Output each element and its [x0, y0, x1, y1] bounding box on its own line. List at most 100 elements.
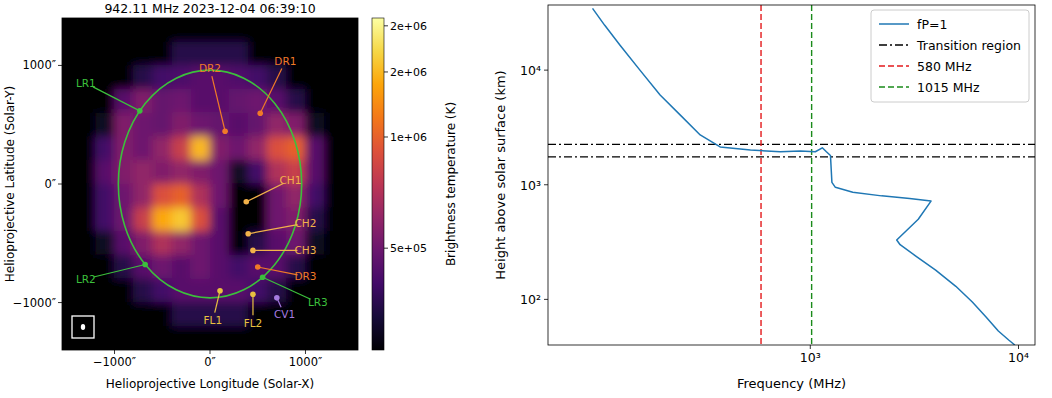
map-cell: [267, 18, 287, 42]
legend-label: Transition region: [916, 38, 1021, 53]
map-cell: [286, 18, 306, 42]
map-cell: [152, 184, 172, 208]
legend-swatch: [879, 23, 909, 25]
legend-box: [871, 10, 1029, 102]
map-cell: [343, 184, 358, 208]
y-tick: [58, 184, 62, 185]
map-cell: [172, 302, 192, 326]
map-cell: [133, 160, 153, 184]
map-cell: [114, 326, 134, 350]
map-cell: [343, 279, 358, 303]
map-cell: [305, 113, 325, 137]
map-cell: [229, 326, 249, 350]
map-cell: [248, 136, 268, 160]
map-frame: [62, 18, 358, 350]
map-cell: [210, 255, 230, 279]
map-cell: [114, 65, 134, 89]
annotation-point: [255, 264, 261, 270]
map-cell: [210, 18, 230, 42]
map-cell: [248, 65, 268, 89]
figure: DR1DR2DR3CH1CH2CH3LR1LR2LR3FL1FL2CV1942.…: [0, 0, 1052, 398]
map-cell: [95, 136, 115, 160]
map-cell: [76, 136, 96, 160]
x-tick: [810, 345, 811, 349]
map-cell: [62, 18, 77, 42]
map-cell: [152, 113, 172, 137]
map-cell: [343, 231, 358, 255]
y-axis-label: Helioprojective Latitude (Solar-Y): [3, 86, 17, 282]
map-cell: [95, 41, 115, 65]
y-tick-label: 10²: [520, 292, 541, 307]
map-cell: [62, 231, 77, 255]
map-cell: [324, 113, 344, 137]
map-cell: [229, 113, 249, 137]
map-cell: [305, 136, 325, 160]
map-cell: [286, 326, 306, 350]
map-cell: [210, 231, 230, 255]
map-cell: [95, 160, 115, 184]
y-tick: [544, 299, 548, 300]
map-cell: [229, 160, 249, 184]
annotation-label: CH1: [279, 174, 301, 186]
legend-label: fP=1: [917, 17, 947, 32]
x-tick-label: 0″: [204, 355, 216, 369]
frequency-line: [760, 5, 761, 345]
map-cell: [62, 160, 77, 184]
map-cell: [133, 302, 153, 326]
map-cell: [305, 65, 325, 89]
map-cell: [248, 207, 268, 231]
map-cell: [229, 184, 249, 208]
map-cell: [114, 136, 134, 160]
map-cell: [267, 65, 287, 89]
map-cell: [62, 302, 77, 326]
annotation-label: DR2: [199, 62, 221, 74]
map-cell: [172, 184, 192, 208]
map-cell: [229, 41, 249, 65]
annotation-label: DR3: [294, 270, 316, 282]
map-cell: [76, 18, 96, 42]
map-cell: [248, 41, 268, 65]
map-cell: [76, 207, 96, 231]
map-cell: [76, 302, 96, 326]
x-tick: [1018, 345, 1019, 349]
map-cell: [191, 160, 211, 184]
annotation-label: CH2: [295, 217, 317, 229]
map-cell: [152, 65, 172, 89]
limb-circle: [118, 70, 301, 298]
beam-box: [72, 316, 94, 338]
colorbar-tick: [384, 136, 388, 137]
map-cell: [62, 255, 77, 279]
map-cell: [343, 113, 358, 137]
map-cell: [76, 113, 96, 137]
annotation-arrow: [93, 87, 140, 111]
map-cell: [62, 113, 77, 137]
map-cell: [62, 89, 77, 113]
annotation-arrow: [215, 291, 220, 313]
map-cell: [343, 89, 358, 113]
map-cell: [210, 113, 230, 137]
legend-swatch: [879, 86, 909, 88]
map-cell: [152, 18, 172, 42]
annotations: DR1DR2DR3CH1CH2CH3LR1LR2LR3FL1FL2CV1: [76, 55, 328, 329]
x-tick-label: 1000″: [289, 355, 323, 369]
map-cell: [133, 136, 153, 160]
map-cell: [95, 302, 115, 326]
map-cell: [114, 279, 134, 303]
map-cell: [62, 65, 77, 89]
map-cell: [267, 255, 287, 279]
map-cell: [248, 326, 268, 350]
map-cell: [152, 326, 172, 350]
annotation-arrow: [260, 69, 282, 114]
annotation-label: FL1: [204, 314, 223, 326]
annotation-label: CH3: [295, 244, 317, 256]
map-cell: [95, 113, 115, 137]
map-cell: [152, 231, 172, 255]
plot-background: [548, 5, 1035, 345]
map-background: [62, 18, 358, 350]
map-cell: [248, 18, 268, 42]
annotation-arrow: [253, 250, 298, 251]
map-cell: [343, 302, 358, 326]
map-cell: [95, 184, 115, 208]
map-cell: [62, 136, 77, 160]
frequency-line: [811, 5, 812, 345]
